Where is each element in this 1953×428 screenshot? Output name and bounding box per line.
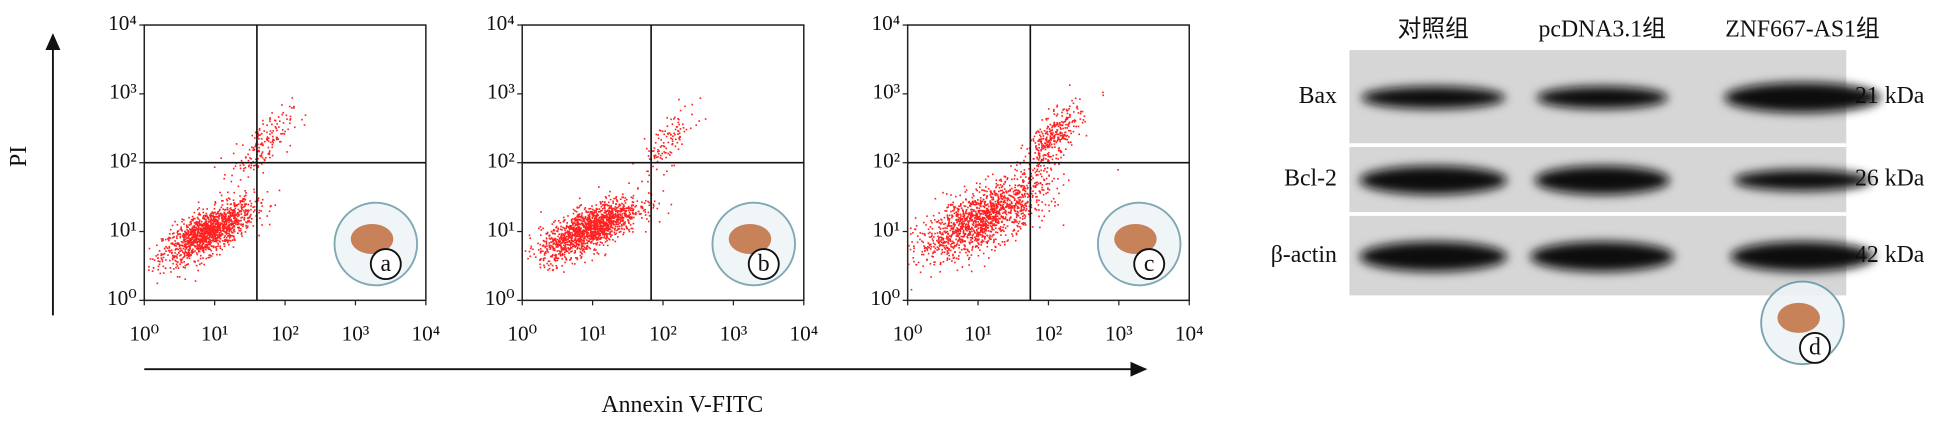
protein-label: Bcl-2 xyxy=(1284,166,1337,192)
lane-label: 对照组 xyxy=(1398,16,1469,43)
y-tick-label: 10⁴ xyxy=(486,11,515,35)
x-tick-label: 10³ xyxy=(720,321,748,345)
y-tick-label: 10³ xyxy=(109,80,137,104)
lane-label: ZNF667-AS1组 xyxy=(1725,16,1879,43)
lane-label: pcDNA3.1组 xyxy=(1539,16,1666,43)
y-tick-label: 10¹ xyxy=(873,217,901,241)
panel-letter: c xyxy=(1144,251,1155,277)
event-dots xyxy=(907,84,1119,291)
y-axis-label: PI xyxy=(6,146,32,167)
y-tick-label: 10² xyxy=(109,149,137,173)
x-tick-label: 10⁰ xyxy=(893,321,923,345)
x-tick-label: 10⁴ xyxy=(789,321,818,345)
x-tick-label: 10⁴ xyxy=(412,321,441,345)
flow-panel: 10⁰ 10⁰ 10¹ 10¹ 10² 10² 10³ 10³ 10⁴ 10⁴ c xyxy=(870,11,1203,345)
panel-letter-ring xyxy=(1799,331,1831,364)
band xyxy=(1534,165,1670,195)
panel-letter: a xyxy=(381,251,392,277)
watermark-map xyxy=(1777,302,1820,333)
band xyxy=(1724,82,1881,113)
x-tick-label: 10³ xyxy=(1105,321,1133,345)
x-tick-label: 10⁴ xyxy=(1175,321,1204,345)
band xyxy=(1730,241,1875,272)
protein-label: Bax xyxy=(1299,83,1337,109)
x-tick-label: 10² xyxy=(649,321,677,345)
band xyxy=(1536,86,1668,109)
x-tick-label: 10³ xyxy=(342,321,370,345)
x-tick-label: 10¹ xyxy=(201,321,229,345)
x-tick-label: 10¹ xyxy=(964,321,992,345)
x-tick-label: 10² xyxy=(1035,321,1063,345)
x-tick-label: 10⁰ xyxy=(129,321,159,345)
y-tick-label: 10¹ xyxy=(487,217,515,241)
watermark-map xyxy=(1114,224,1157,255)
y-tick-label: 10³ xyxy=(487,80,515,104)
panel-letter-ring xyxy=(1133,248,1166,281)
y-tick-label: 10⁴ xyxy=(871,11,900,35)
panel-letter-ring xyxy=(369,248,402,281)
y-tick-label: 10⁰ xyxy=(870,286,900,310)
band xyxy=(1359,241,1508,272)
event-dots xyxy=(148,97,307,285)
panel-letter: d xyxy=(1809,335,1821,361)
band xyxy=(1530,241,1675,272)
protein-label: β-actin xyxy=(1271,242,1337,268)
flow-panel: 10⁰ 10⁰ 10¹ 10¹ 10² 10² 10³ 10³ 10⁴ 10⁴ b xyxy=(485,11,818,345)
y-tick-label: 10⁰ xyxy=(107,286,137,310)
x-tick-label: 10² xyxy=(271,321,299,345)
y-tick-label: 10³ xyxy=(873,80,901,104)
band xyxy=(1361,86,1506,109)
watermark-map xyxy=(350,224,394,255)
panel-letter: b xyxy=(758,251,770,277)
flow-panel: 10⁰ 10⁰ 10¹ 10¹ 10² 10² 10³ 10³ 10⁴ 10⁴ a xyxy=(107,11,440,345)
x-axis-label: Annexin V-FITC xyxy=(602,392,764,418)
watermark-map xyxy=(728,224,772,255)
x-tick-label: 10⁰ xyxy=(507,321,537,345)
y-tick-label: 10⁰ xyxy=(485,286,515,310)
band xyxy=(1359,165,1508,195)
x-tick-label: 10¹ xyxy=(579,321,607,345)
event-dots xyxy=(524,97,707,273)
y-tick-label: 10² xyxy=(487,149,515,173)
y-tick-label: 10² xyxy=(873,149,901,173)
band xyxy=(1733,169,1872,191)
y-tick-label: 10⁴ xyxy=(108,11,137,35)
panel-letter-ring xyxy=(747,248,780,281)
y-tick-label: 10¹ xyxy=(109,217,137,241)
